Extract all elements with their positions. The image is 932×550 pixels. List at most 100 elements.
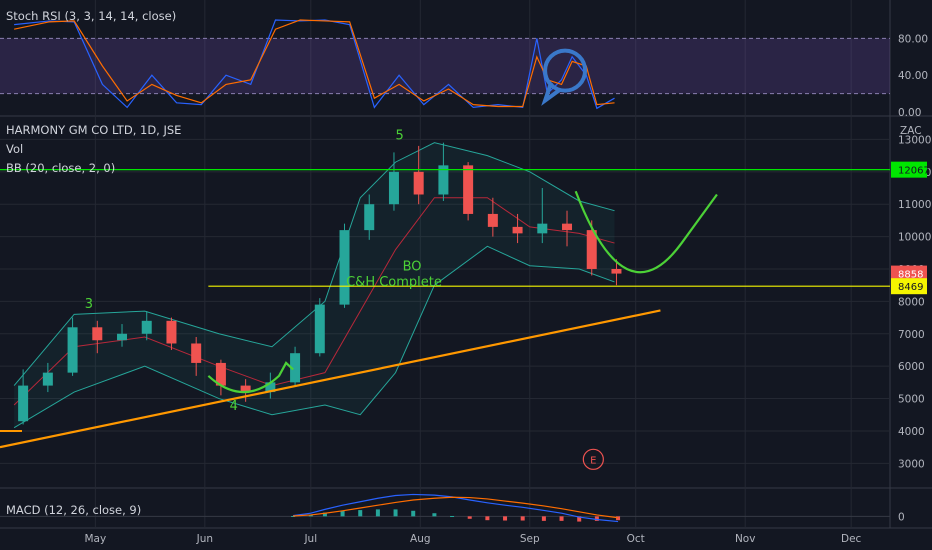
macd-histogram-bar [594, 516, 599, 521]
candle-body [215, 362, 226, 386]
stoch-legend[interactable]: Stoch RSI (3, 3, 14, 14, close) [6, 9, 176, 23]
macd-histogram-bar [577, 516, 582, 522]
macd-histogram-bar [358, 510, 363, 517]
macd-axis-label[interactable]: 0 [898, 511, 905, 523]
time-axis-label[interactable]: Aug [410, 533, 431, 545]
volume-legend[interactable]: Vol [6, 142, 23, 156]
stoch-axis-label[interactable]: 0.00 [898, 107, 921, 119]
price-axis-label[interactable]: 4000 [898, 426, 925, 438]
price-axes[interactable]: 80.0040.000.0030004000500060007000800090… [891, 33, 931, 523]
price-axis-label[interactable]: 6000 [898, 361, 925, 373]
speech-bubble-icon [543, 48, 588, 93]
price-tag[interactable] [891, 278, 927, 295]
candle-body [537, 223, 548, 234]
macd-histogram-bar [340, 510, 345, 517]
macd-histogram-bar [485, 516, 490, 521]
price-axis-label[interactable]: 8000 [898, 296, 925, 308]
time-axis-label[interactable]: Jun [196, 533, 213, 545]
price-tag-label[interactable]: 8858 [898, 270, 923, 281]
macd-histogram-bar [541, 516, 546, 521]
price-panel[interactable]: 5 3 4 BOC&H Complete E [0, 128, 890, 470]
time-axis-label[interactable]: Jul [303, 533, 317, 545]
price-axis-label[interactable]: 13000 [898, 134, 931, 146]
macd-histogram-bar [291, 516, 296, 517]
candle-body [512, 226, 523, 234]
candle-body [364, 204, 375, 231]
candle-body [92, 327, 103, 341]
bollinger-basis [13, 197, 615, 406]
price-tag[interactable] [891, 265, 927, 282]
speech-bubble-tail [541, 81, 562, 106]
currency-label: ZAC [900, 125, 922, 137]
trendline[interactable] [0, 309, 661, 449]
macd-histogram-bar [503, 516, 508, 521]
candle-body [117, 333, 128, 341]
price-axis-label[interactable]: 11000 [898, 199, 931, 211]
stoch-band-fill [0, 38, 890, 94]
macd-histogram-bar [616, 516, 621, 521]
price-tag-label[interactable]: 8469 [898, 282, 923, 293]
stoch-axis-label[interactable]: 40.00 [898, 70, 928, 82]
candle-body [265, 382, 276, 393]
candle-body [67, 327, 78, 373]
macd-histogram-bar [393, 509, 398, 517]
macd-histogram-bar [375, 509, 380, 517]
candle-body [191, 343, 202, 363]
candle-body [290, 353, 301, 383]
candle-body [463, 165, 474, 214]
stoch-series-d [14, 19, 615, 108]
projection-curve[interactable] [574, 190, 718, 274]
price-axis-label[interactable]: 5000 [898, 394, 925, 406]
candle-body [42, 372, 53, 386]
chart-annotation[interactable]: 5 [396, 128, 404, 143]
stoch-axis-label[interactable]: 80.00 [898, 33, 928, 45]
macd-histogram-bar [450, 516, 455, 517]
candle-body [166, 320, 177, 344]
macd-histogram-bar [467, 516, 472, 519]
earnings-marker-label[interactable]: E [590, 455, 596, 466]
candle-body [487, 213, 498, 227]
candle-body [611, 268, 622, 274]
macd-histogram-bar [411, 510, 416, 517]
candle-body [586, 230, 597, 269]
bollinger-upper [13, 142, 615, 386]
price-axis-label[interactable]: 7000 [898, 329, 925, 341]
price-axis-label[interactable]: 3000 [898, 458, 925, 470]
earnings-marker[interactable] [582, 448, 604, 470]
time-axis[interactable]: May Jun Jul Aug Sep Oct Nov Dec [84, 533, 861, 545]
time-axis-label[interactable]: Dec [841, 533, 862, 545]
chart-annotation[interactable]: 3 [85, 297, 93, 312]
candle-body [438, 165, 449, 195]
cup-handle-drawing[interactable] [207, 361, 294, 394]
chart-annotation[interactable]: BO [403, 260, 422, 275]
price-tag[interactable] [891, 161, 927, 178]
candle-body [413, 171, 424, 195]
candle-body [18, 385, 29, 422]
price-axis-label[interactable]: 10000 [898, 232, 931, 244]
candle-body [562, 223, 573, 231]
macd-histogram-bar [432, 513, 437, 517]
candle-body [388, 171, 399, 205]
candle-body [141, 320, 152, 334]
candle-body [240, 385, 251, 393]
symbol-header[interactable]: HARMONY GM CO LTD, 1D, JSE [6, 123, 181, 137]
macd-legend[interactable]: MACD (12, 26, close, 9) [6, 503, 141, 517]
candle-body [314, 304, 325, 354]
chart-annotation[interactable]: 4 [230, 399, 238, 414]
time-axis-label[interactable]: Nov [735, 533, 756, 545]
time-axis-label[interactable]: Sep [520, 533, 540, 545]
bollinger-legend[interactable]: BB (20, close, 2, 0) [6, 161, 115, 175]
chart-annotation[interactable]: C&H Complete [346, 275, 442, 290]
macd-histogram-bar [559, 516, 564, 521]
price-tag-label[interactable]: 12067 [898, 166, 930, 177]
macd-panel[interactable] [0, 493, 890, 523]
time-axis-label[interactable]: May [84, 533, 106, 545]
macd-signal-line [293, 496, 619, 519]
macd-histogram-bar [520, 516, 525, 521]
stoch-rsi-panel[interactable] [0, 19, 890, 110]
time-axis-label[interactable]: Oct [627, 533, 645, 545]
bollinger-lower [13, 245, 615, 429]
macd-histogram-bar [322, 512, 327, 517]
